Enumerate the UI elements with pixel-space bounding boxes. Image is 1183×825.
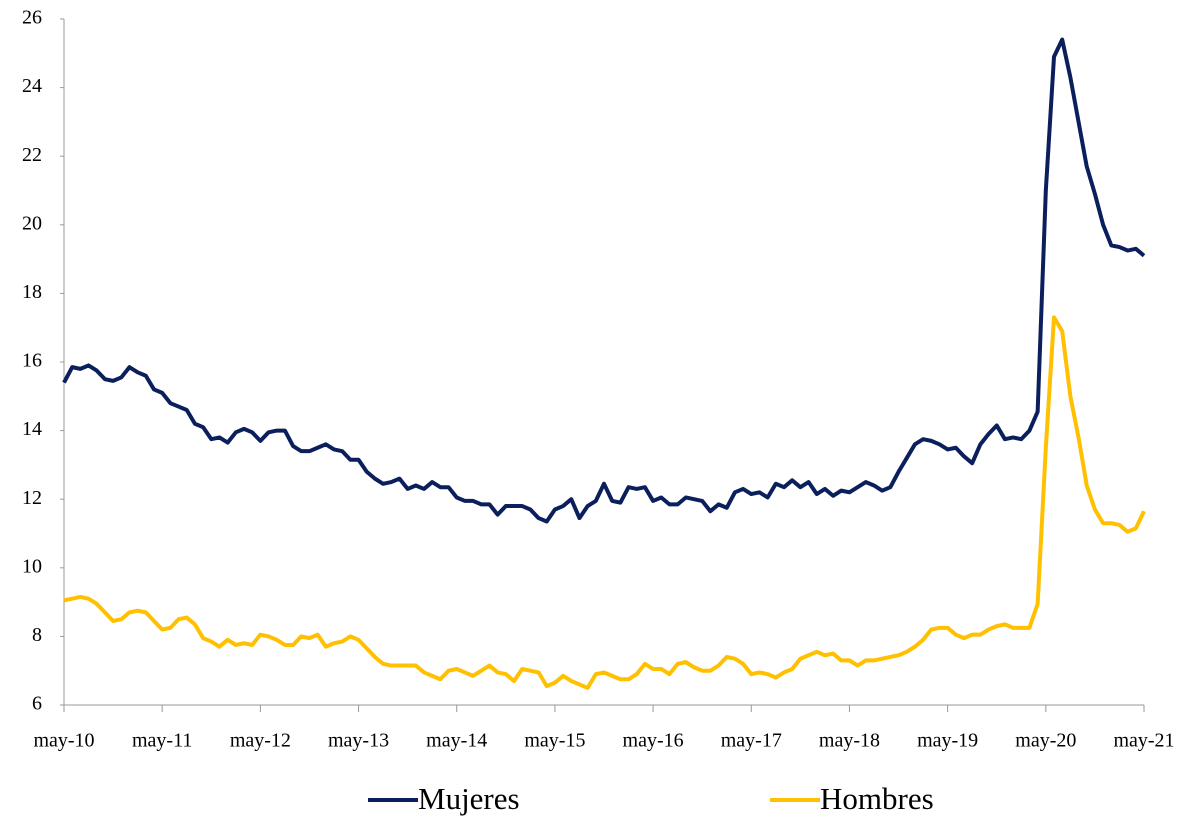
x-tick-label: may-13: [328, 730, 389, 752]
x-tick-label: may-17: [721, 730, 782, 752]
x-tick-label: may-12: [230, 730, 291, 752]
y-tick-label: 24: [22, 75, 42, 97]
x-tick-label: may-14: [426, 730, 487, 752]
x-tick-label: may-20: [1015, 730, 1076, 752]
legend-label: Hombres: [820, 781, 934, 816]
x-tick-label: may-19: [917, 730, 978, 752]
y-tick-label: 22: [22, 144, 42, 166]
legend-label: Mujeres: [418, 781, 520, 816]
line-series: [62, 37, 1146, 524]
y-tick-label: 20: [22, 212, 42, 234]
x-tick-label: may-16: [623, 730, 684, 752]
line-series: [63, 315, 1146, 690]
x-tick-label: may-11: [132, 730, 192, 752]
x-tick-label: may-18: [819, 730, 880, 752]
y-tick-label: 14: [22, 418, 42, 440]
y-tick-label: 8: [32, 624, 42, 646]
y-tick-label: 12: [22, 487, 42, 509]
y-tick-label: 16: [22, 350, 42, 372]
y-tick-label: 18: [22, 281, 42, 303]
x-tick-label: may-10: [33, 730, 94, 752]
x-tick-label: may-15: [524, 730, 585, 752]
y-tick-label: 26: [22, 7, 42, 29]
x-tick-label: may-21: [1113, 730, 1174, 752]
y-tick-label: 6: [32, 693, 42, 715]
y-tick-label: 10: [22, 555, 42, 577]
